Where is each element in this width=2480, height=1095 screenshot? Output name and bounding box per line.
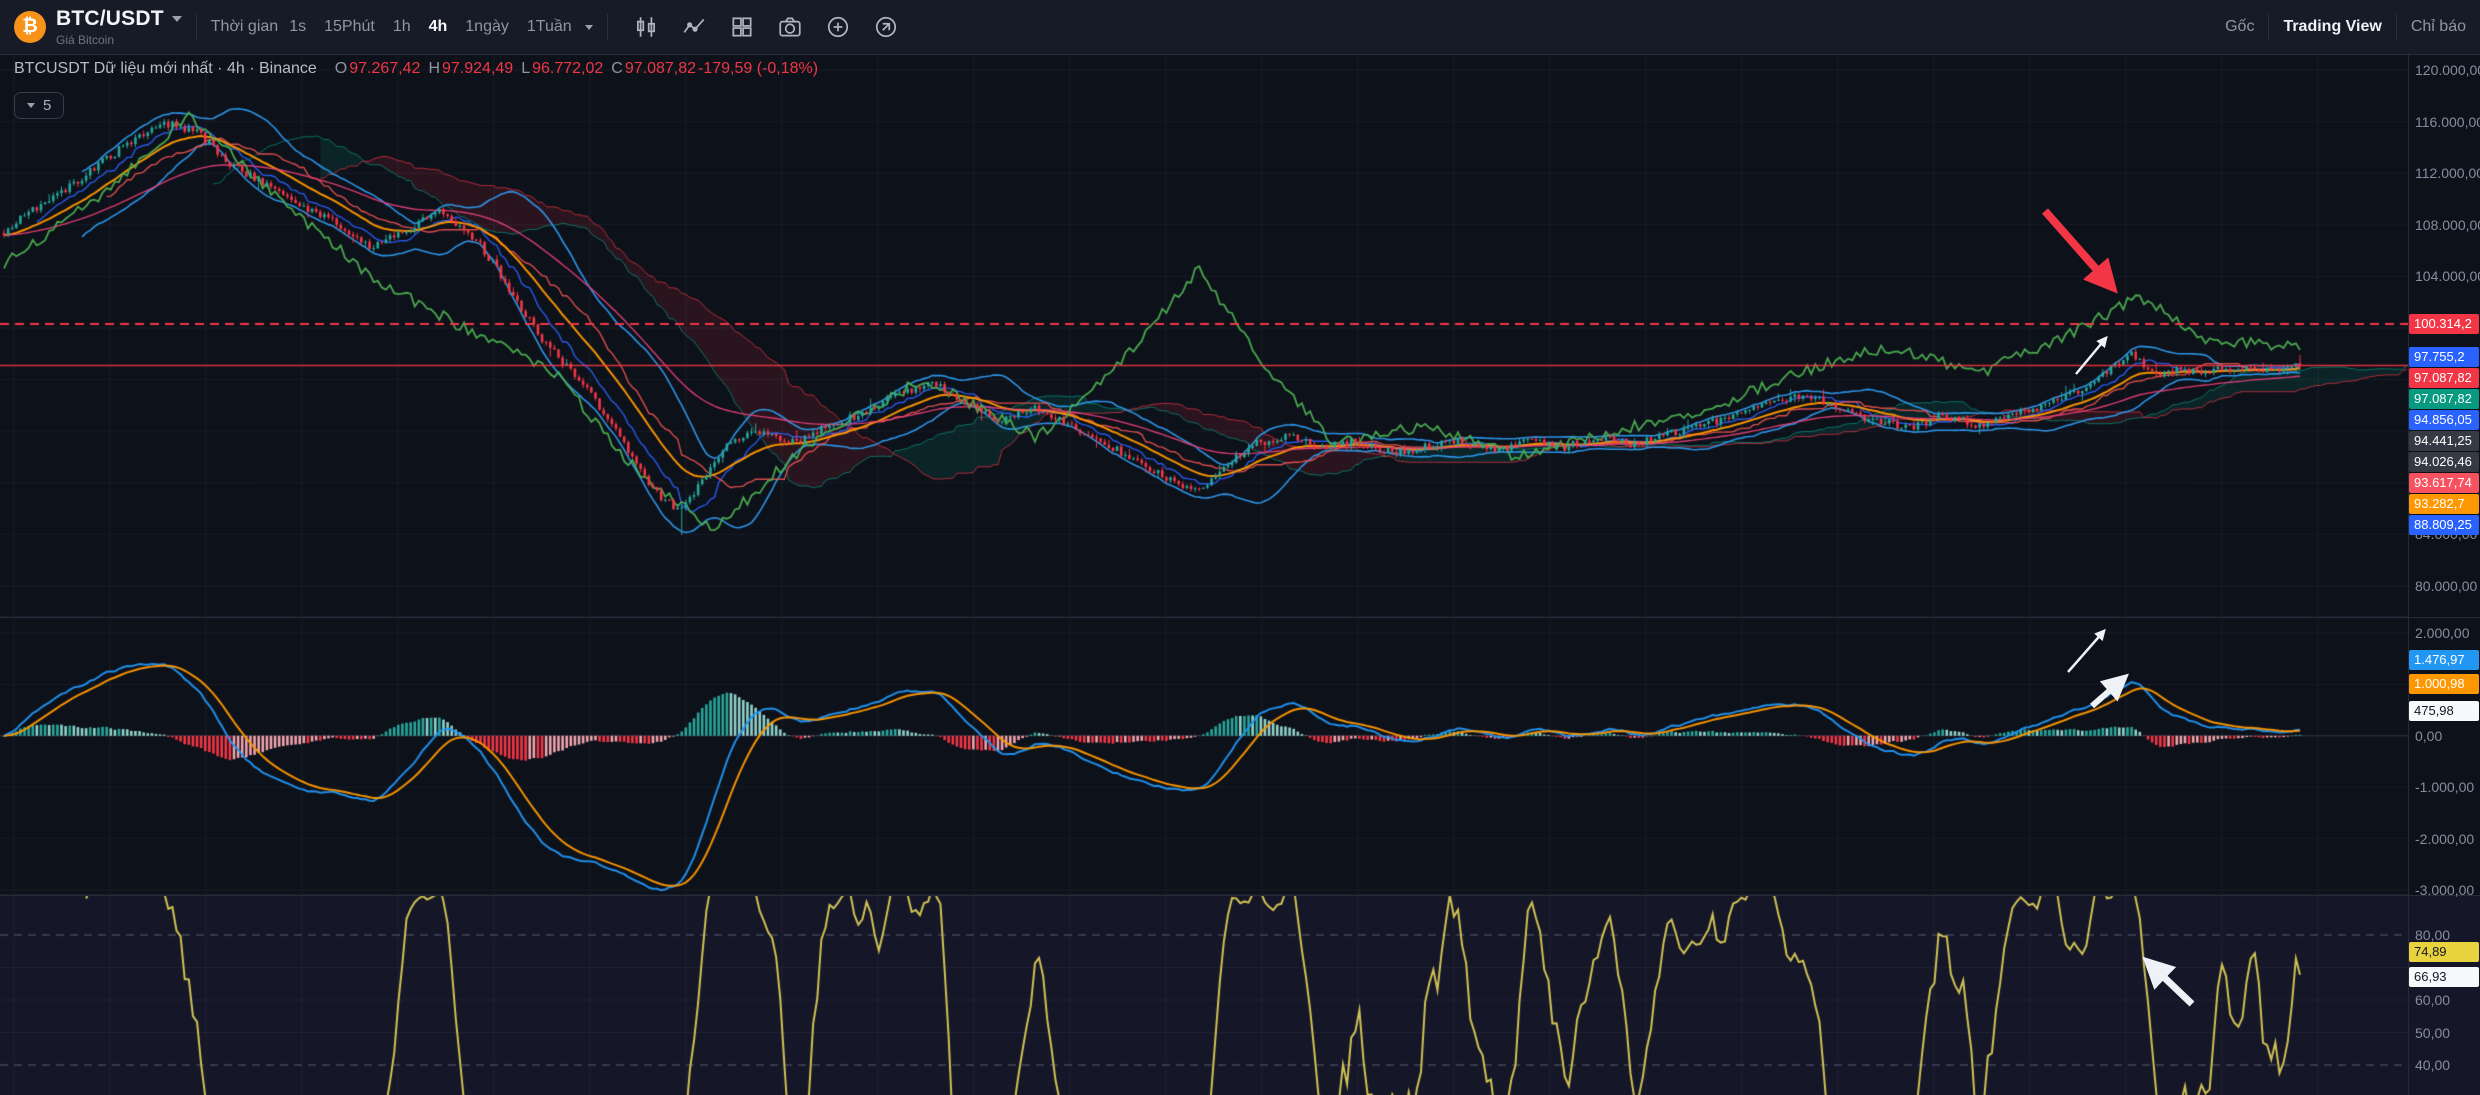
high-value: 97.924,49 (442, 60, 514, 77)
timeframe-1s[interactable]: 1s (280, 14, 315, 40)
axis-label: 0,00 (2415, 727, 2443, 744)
axis-label: 50,00 (2415, 1024, 2451, 1041)
axis-label: 80.000,00 (2415, 578, 2478, 594)
price-tag: 100.314,2 (2409, 313, 2479, 334)
price-tag: 97.087,82 (2409, 388, 2479, 409)
timeframe-1d[interactable]: 1ngày (456, 14, 518, 40)
timeframe-label: Thời gian (210, 18, 279, 35)
axis-label: 2.000,00 (2415, 625, 2470, 641)
axis-label: 60,00 (2415, 992, 2451, 1008)
divider (195, 14, 197, 40)
indicators-button[interactable]: Chỉ báo (2410, 18, 2466, 35)
price-tag: 94.026,46 (2409, 451, 2479, 472)
axis-label: -1.000,00 (2415, 779, 2475, 796)
candlestick-icon[interactable] (629, 10, 663, 44)
price-tag: 93.282,7 (2409, 493, 2479, 514)
original-button[interactable]: Gốc (2225, 18, 2255, 35)
tradingview-link[interactable]: Trading View (2283, 18, 2382, 35)
price-axis[interactable]: 120.000,00 116.000,00 112.000,00 108.000,00… (2408, 55, 2480, 1095)
price-tag: 94.441,25 (2409, 430, 2479, 451)
change-value: -179,59 (-0,18%) (698, 60, 819, 77)
axis-label: -2.000,00 (2415, 830, 2475, 847)
timeframe-1h[interactable]: 1h (384, 14, 420, 40)
axis-label: 120.000,00 (2415, 62, 2480, 78)
price-tag: 94.856,05 (2409, 409, 2479, 430)
axis-label: 108.000,00 (2415, 216, 2480, 233)
camera-icon[interactable] (773, 10, 807, 44)
timeframe-1w[interactable]: 1Tuần (518, 14, 581, 40)
pane-separator[interactable] (0, 895, 2480, 896)
high-label: H (428, 60, 440, 77)
price-tag: 97.755,2 (2409, 346, 2479, 367)
price-tag: 475,98 (2409, 701, 2479, 722)
top-toolbar: ₿ BTC/USDT Giá Bitcoin Thời gian 1s 15Ph… (0, 0, 2480, 55)
axis-label: -3.000,00 (2415, 882, 2475, 898)
indicators-icon[interactable] (677, 10, 711, 44)
price-tag: 1.476,97 (2409, 649, 2479, 670)
open-label: O (334, 60, 348, 77)
timeframe-4h[interactable]: 4h (420, 14, 457, 40)
chevron-down-icon (27, 103, 35, 108)
collapsed-count: 5 (43, 97, 52, 114)
open-value: 97.267,42 (349, 60, 421, 77)
legend-title[interactable]: BTCUSDT Dữ liệu mới nhất · 4h · Binance (14, 60, 317, 77)
divider (2395, 14, 2397, 40)
layout-grid-icon[interactable] (725, 10, 759, 44)
collapsed-indicators-button[interactable]: 5 (14, 92, 65, 119)
axis-label: 104.000,00 (2415, 268, 2480, 285)
axis-label: 112.000,00 (2415, 165, 2480, 182)
price-tag: 66,93 (2409, 967, 2479, 988)
symbol-block[interactable]: BTC/USDT Giá Bitcoin (56, 7, 182, 47)
divider (2268, 14, 2270, 40)
close-value: 97.087,82 (624, 60, 697, 77)
divider (606, 14, 608, 40)
price-tag: 88.809,25 (2409, 514, 2479, 535)
axis-label: 116.000,00 (2415, 113, 2480, 130)
price-tag: 97.087,82 (2409, 367, 2479, 388)
plus-circle-icon[interactable] (821, 10, 855, 44)
chart-legend: BTCUSDT Dữ liệu mới nhất · 4h · Binance … (14, 60, 818, 78)
timeframe-15m[interactable]: 15Phút (315, 14, 384, 40)
price-tag: 93.617,74 (2409, 472, 2479, 493)
bitcoin-logo-icon: ₿ (14, 11, 46, 43)
price-tag: 74,89 (2409, 941, 2479, 962)
symbol-subtitle: Giá Bitcoin (56, 33, 115, 47)
expand-icon[interactable] (869, 10, 903, 44)
chart-canvas[interactable] (0, 55, 2408, 1095)
pane-separator[interactable] (0, 617, 2480, 618)
chevron-down-icon (171, 16, 182, 22)
symbol-name[interactable]: BTC/USDT (56, 7, 164, 30)
price-tag: 1.000,98 (2409, 674, 2479, 695)
close-label: C (611, 60, 623, 77)
axis-label: 80,00 (2415, 927, 2451, 943)
low-value: 96.772,02 (532, 60, 604, 77)
low-label: L (521, 60, 531, 77)
axis-label: 40,00 (2415, 1057, 2451, 1073)
timeframe-menu-caret[interactable] (584, 24, 593, 30)
